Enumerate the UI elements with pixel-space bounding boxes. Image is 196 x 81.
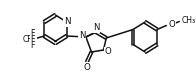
Text: CH₃: CH₃ (182, 16, 196, 25)
Text: N: N (93, 23, 99, 32)
Text: O: O (83, 63, 90, 72)
Text: O: O (105, 47, 112, 57)
Text: N: N (79, 32, 85, 40)
Text: F: F (30, 35, 35, 44)
Text: F: F (30, 41, 35, 50)
Text: CF₃: CF₃ (23, 35, 36, 44)
Text: N: N (64, 17, 70, 26)
Text: O: O (168, 20, 175, 29)
Text: F: F (30, 29, 35, 38)
